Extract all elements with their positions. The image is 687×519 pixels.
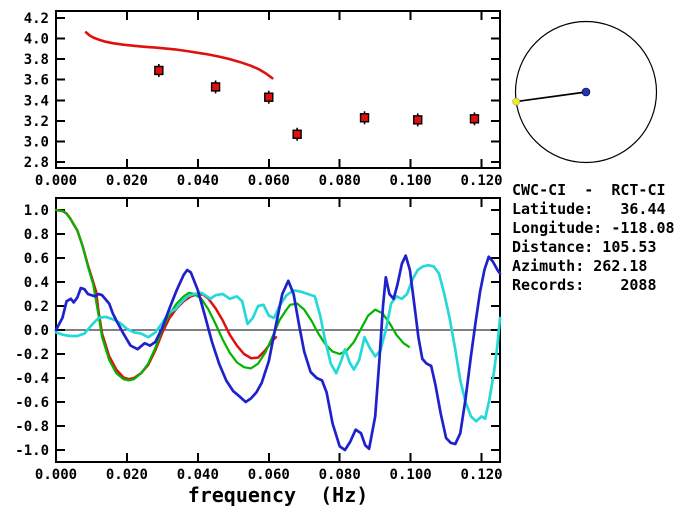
bottom-correlation-plot: 0.000 0.020 0.040 0.060 0.080 0.100 0.120 -1.0 -… [15, 197, 503, 483]
station-latitude: Latitude: 36.44 [512, 200, 666, 218]
data-point-marker [210, 82, 221, 92]
frequency-axis-label: frequency (Hz) [187, 483, 369, 507]
x-tick-label: 0.120 [460, 467, 502, 483]
y-tick-label: 0.2 [24, 299, 49, 315]
center-station-dot [581, 87, 591, 97]
data-point-marker [264, 92, 274, 102]
x-tick-label: 0.120 [460, 173, 502, 189]
y-tick-label: 1.0 [24, 203, 49, 219]
x-tick-label: 0.100 [390, 173, 432, 189]
x-tick-label: 0.000 [35, 173, 77, 189]
y-tick-label: 0.0 [24, 323, 49, 339]
x-tick-label: 0.040 [177, 173, 219, 189]
station-info-panel: CWC-CI - RCT-CI Latitude: 36.44 Longitud… [512, 181, 675, 295]
y-tick-label: 4.2 [24, 11, 49, 27]
y-tick-label: -1.0 [15, 443, 49, 459]
x-tick-label: 0.100 [390, 467, 432, 483]
azimuth-line [516, 91, 587, 103]
top-dispersion-plot: 0.000 0.020 0.040 0.060 0.080 0.100 0.120 2.8 3.… [24, 10, 503, 189]
azimuth-circle [514, 20, 658, 164]
station-longitude: Longitude: -118.08 [512, 219, 675, 237]
x-tick-label: 0.040 [177, 467, 219, 483]
x-tick-label: 0.060 [248, 467, 290, 483]
x-tick-label: 0.000 [35, 467, 77, 483]
y-tick-label: 0.4 [24, 275, 49, 291]
azimuth-diagram [512, 20, 658, 164]
station-records: Records: 2088 [512, 276, 657, 294]
x-tick-label: 0.080 [319, 173, 361, 189]
y-tick-label: -0.4 [15, 371, 49, 387]
axis-box [55, 10, 501, 169]
x-tick-label: 0.080 [319, 467, 361, 483]
station-distance: Distance: 105.53 [512, 238, 657, 256]
y-tick-label: 4.0 [24, 32, 49, 48]
y-tick-label: -0.6 [15, 395, 49, 411]
y-tick-label: 3.6 [24, 73, 49, 89]
y-tick-label: 3.4 [24, 93, 49, 109]
y-tick-label: -0.2 [15, 347, 49, 363]
y-tick-label: 0.6 [24, 251, 49, 267]
y-tick-label: 3.2 [24, 114, 49, 130]
station-pair-title: CWC-CI - RCT-CI [512, 181, 666, 199]
y-tick-label: 2.8 [24, 155, 49, 171]
y-tick-label: 3.0 [24, 134, 49, 150]
x-tick-label: 0.020 [106, 467, 148, 483]
data-point-marker [292, 129, 302, 139]
series-trace-cyan [54, 263, 502, 423]
remote-station-dot [512, 97, 521, 106]
x-tick-label: 0.020 [106, 173, 148, 189]
y-tick-label: 3.8 [24, 52, 49, 68]
station-azimuth: Azimuth: 262.18 [512, 257, 648, 275]
y-tick-label: 0.8 [24, 227, 49, 243]
y-tick-label: -0.8 [15, 419, 49, 435]
data-point-marker [154, 65, 164, 76]
series-trace-blue [54, 254, 502, 452]
series-model-curve [84, 31, 274, 80]
data-point-marker [413, 115, 423, 125]
data-point-marker [469, 114, 480, 124]
data-point-marker [359, 113, 370, 123]
x-tick-label: 0.060 [248, 173, 290, 189]
